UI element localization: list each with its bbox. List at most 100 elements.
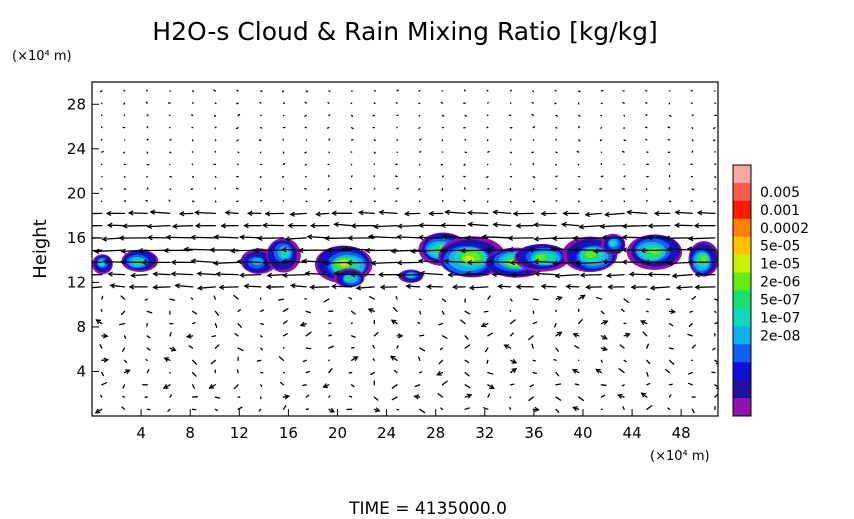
wind-vector (509, 383, 515, 386)
wind-vector (123, 359, 128, 364)
wind-vector (438, 322, 444, 326)
wind-vector (667, 126, 671, 129)
wind-vector-head (239, 272, 245, 278)
wind-vector-head (428, 210, 434, 217)
wind-vector-head (174, 283, 181, 289)
wind-vector (190, 297, 194, 300)
wind-vector (555, 371, 560, 377)
x-tick-label: 48 (672, 424, 691, 442)
wind-vector (391, 384, 398, 389)
wind-vector (419, 138, 422, 141)
time-footer: TIME = 4135000.0 (348, 499, 507, 519)
wind-vector (464, 359, 470, 364)
wind-vector (192, 359, 197, 365)
wind-vector (467, 211, 489, 215)
wind-vector (258, 408, 262, 412)
wind-vector (305, 310, 311, 314)
wind-vector (714, 298, 718, 301)
wind-vector (328, 199, 331, 202)
cloud-region (121, 249, 159, 273)
cloud-contour (650, 247, 661, 255)
wind-vector-head (696, 210, 703, 216)
wind-vector-head (171, 223, 178, 229)
wind-vector-head (86, 286, 90, 290)
wind-vector (531, 113, 534, 117)
wind-vector (372, 358, 375, 361)
wind-vector (99, 344, 103, 349)
wind-vector (691, 408, 695, 414)
wind-vector (529, 384, 534, 388)
x-tick-label: 40 (573, 424, 592, 442)
wind-vector (342, 247, 375, 251)
wind-vector-head (301, 258, 307, 264)
wind-vector-head (152, 284, 158, 290)
y-tick-label: 16 (67, 229, 86, 247)
x-tick-label: 24 (377, 424, 396, 442)
wind-vector (260, 335, 263, 338)
wind-vector-head (109, 283, 115, 289)
wind-vector (665, 368, 671, 374)
wind-vector-head (497, 283, 503, 290)
wind-vector-head (120, 248, 127, 254)
wind-vector (328, 368, 333, 374)
wind-vector-head (178, 211, 185, 217)
wind-vector (532, 298, 539, 301)
wind-vector (509, 319, 516, 325)
wind-vector-head (492, 222, 498, 228)
wind-vector (121, 347, 126, 352)
wind-vector (192, 371, 197, 377)
wind-vector-head (557, 295, 563, 302)
wind-vector (278, 356, 285, 361)
wind-vector (419, 371, 423, 374)
wind-vector-head (105, 210, 112, 217)
wind-vector (444, 211, 466, 215)
wind-vector (169, 394, 172, 398)
wind-vector (118, 322, 126, 326)
wind-vector (349, 187, 353, 190)
wind-vector (282, 333, 288, 337)
wind-vector (419, 334, 425, 337)
wind-vector (668, 394, 672, 398)
wind-vector-head (509, 260, 516, 266)
wind-vector (166, 236, 194, 239)
wind-vector (328, 395, 331, 398)
wind-vector (260, 90, 263, 93)
wind-vector (668, 114, 672, 118)
wind-vector (282, 405, 287, 410)
wind-vector (260, 309, 264, 312)
wind-vector-head (465, 235, 471, 241)
wind-vector-head (666, 260, 673, 267)
wind-vector-head (349, 271, 356, 278)
wind-vector (305, 347, 312, 350)
wind-vector (350, 346, 355, 349)
wind-vector-head (510, 272, 516, 278)
cloud-contour (280, 249, 290, 259)
wind-vector-head (265, 284, 272, 290)
wind-vector (554, 89, 557, 92)
wind-vector (668, 359, 675, 365)
wind-vector (260, 347, 264, 351)
wind-vector-head (215, 271, 221, 277)
colorbar-swatch (733, 254, 751, 273)
wind-vector-head (322, 383, 329, 389)
wind-vector (418, 188, 421, 191)
wind-vector-head (165, 234, 172, 240)
wind-vector (169, 331, 172, 337)
wind-vector-head (674, 209, 681, 216)
wind-vector-head (628, 271, 635, 277)
x-tick-label: 4 (136, 424, 146, 442)
wind-vector (531, 343, 534, 349)
wind-vector-head (213, 234, 219, 240)
wind-vector (572, 237, 603, 240)
cloud-region (240, 248, 278, 274)
wind-vector (626, 211, 648, 215)
y-tick-label: 4 (76, 362, 86, 380)
wind-vector (214, 322, 218, 328)
wind-vector-head (326, 247, 332, 253)
wind-vector-head (503, 344, 510, 350)
wind-vector (441, 298, 447, 303)
wind-vector-head (239, 234, 245, 240)
wind-vector-head (515, 283, 522, 290)
wind-vector-head (194, 223, 201, 229)
wind-vector (396, 236, 421, 239)
